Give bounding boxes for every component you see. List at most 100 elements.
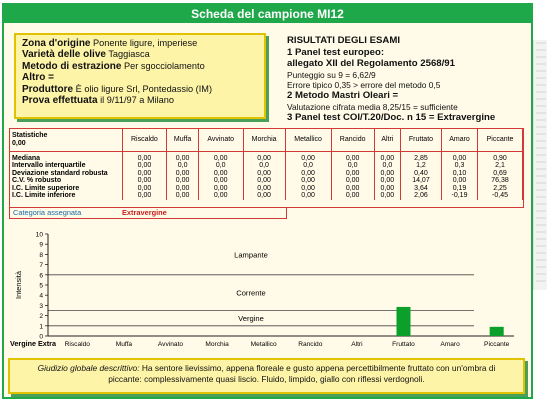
table-header-amaro: Amaro <box>441 129 479 152</box>
table-cell: 2,25 <box>477 184 523 193</box>
table-cell: -0,19 <box>441 192 479 201</box>
table-cell: 0,00 <box>331 184 375 193</box>
table-cell: 0,69 <box>477 169 523 178</box>
results-heading: RISULTATI DEGLI ESAMI <box>287 35 400 46</box>
page-title: Scheda del campione MI12 <box>4 5 531 23</box>
category-value: Extravergine <box>122 208 167 217</box>
table-row-label: Intervallo interquartile <box>10 162 123 170</box>
table-cell: 0,00 <box>374 177 401 185</box>
table-header-altri: Altri <box>374 129 401 152</box>
table-cell: 0,00 <box>122 169 168 178</box>
table-row: Deviazione standard robusta 0,00 0,00 0,00 0… <box>10 169 523 178</box>
intensity-chart-svg: Lampante Corrente Vergine 0 1 2 3 4 5 6 7 8 9 10 Inten… <box>10 232 514 348</box>
table-cell: 0,10 <box>441 169 479 178</box>
table-cell: 0,00 <box>374 151 401 163</box>
table-cell: 0,00 <box>198 192 244 201</box>
table-cell: 0,00 <box>374 192 401 201</box>
table-header-fruttato: Fruttato <box>400 129 442 152</box>
table-cell: 0,00 <box>166 184 199 193</box>
results-line: 1 Panel test europeo: <box>287 46 385 58</box>
table-cell: 0,40 <box>400 169 442 178</box>
x-tick-label: Altri <box>351 341 363 348</box>
info-row: Zona d'origine Ponente ligure, imperiese <box>22 38 258 49</box>
table-cell: 1,2 <box>400 162 442 170</box>
table-cell: 0,00 <box>331 192 375 201</box>
verdict-label: Giudizio globale descrittivo: <box>37 363 140 373</box>
bottom-band-label: Vergine Extra <box>10 339 57 348</box>
info-row-label: Prova effettuata <box>22 95 98 107</box>
x-tick-label: Amaro <box>440 341 460 348</box>
table-cell: 0,00 <box>243 192 286 201</box>
table-cell: 0,0 <box>198 162 244 170</box>
table-header-metallico: Metallico <box>285 129 332 152</box>
band-label: Lampante <box>234 250 268 259</box>
table-row-label: I.C. Limite superiore <box>10 184 123 193</box>
category-row: Categoria assegnata Extravergine <box>9 207 287 219</box>
table-cell: 0,00 <box>285 184 332 193</box>
table-cell: 0,0 <box>243 162 286 170</box>
table-cell: 3,64 <box>400 184 442 193</box>
table-cell: 2,06 <box>400 192 442 201</box>
table-row-label: C.V. % robusto <box>10 177 123 185</box>
table-cell: -0,45 <box>477 192 523 201</box>
table-cell: 0,0 <box>331 162 375 170</box>
y-tick-label: 10 <box>36 232 44 239</box>
table-cell: 0,00 <box>198 177 244 185</box>
x-tick-label: Avvinato <box>158 341 184 348</box>
table-cell: 0,00 <box>122 162 168 170</box>
table-cell: 0,90 <box>477 151 523 163</box>
x-tick-label: Riscaldo <box>65 341 91 348</box>
x-tick-label: Morchia <box>205 341 229 348</box>
results-line: 3 Panel test COI/T.20/Doc. n 15 = Extrav… <box>287 112 496 124</box>
table-cell: 0,00 <box>441 151 479 163</box>
table-row: I.C. Limite inferiore 0,00 0,00 0,00 0,00 0,0… <box>10 192 523 201</box>
table-cell: 0,0 <box>374 162 401 170</box>
table-cell: 2,1 <box>477 162 523 170</box>
table-cell: 0,00 <box>331 177 375 185</box>
table-cell: 0,00 <box>374 169 401 178</box>
table-row: Mediana 0,00 0,00 0,00 0,00 0,00 0,00 0,00 2,85 0… <box>10 151 523 163</box>
table-cell: 0,0 <box>166 162 199 170</box>
y-tick-label: 3 <box>39 303 43 310</box>
table-cell: 0,00 <box>166 192 199 201</box>
band-label: Vergine <box>238 314 264 323</box>
table-cell: 0,00 <box>122 184 168 193</box>
y-tick-label: 4 <box>39 293 43 300</box>
info-row-value: Taggiasca <box>105 49 150 60</box>
info-row-label: Zona d'origine <box>22 38 91 49</box>
table-cell: 0,3 <box>441 162 479 170</box>
y-tick-label: 0 <box>39 334 43 341</box>
table-row-label: Mediana <box>10 151 123 163</box>
x-tick-label: Rancido <box>298 341 323 348</box>
info-row-value: Per sgocciolamento <box>121 60 205 71</box>
y-tick-label: 7 <box>39 262 43 269</box>
table-cell: 0,0 <box>285 162 332 170</box>
results-line: Valutazione cifrata media 8,25/15 = suff… <box>287 101 458 112</box>
results-line: 2 Metodo Mastri Oleari = <box>287 90 399 102</box>
verdict-box: Giudizio globale descrittivo: Ha sentore… <box>8 358 525 394</box>
table-cell: 0,19 <box>441 184 479 193</box>
results-lines: 1 Panel test europeo: allegato XII del Re… <box>287 47 527 124</box>
table-body: Mediana 0,00 0,00 0,00 0,00 0,00 0,00 0,00 2,85 0… <box>10 151 523 201</box>
table-cell: 2,85 <box>400 151 442 163</box>
y-tick-label: 1 <box>39 323 43 330</box>
results-panel: RISULTATI DEGLI ESAMI 1 Panel test europ… <box>287 35 527 124</box>
table-cell: 0,00 <box>285 151 332 163</box>
table-cell: 0,00 <box>243 177 286 185</box>
y-axis-label: Intensità <box>14 270 23 299</box>
info-row: Produttore È olio ligure Srl, Pontedassi… <box>22 84 258 95</box>
table-cell: 0,00 <box>166 151 199 163</box>
x-tick-label: Fruttato <box>392 341 415 348</box>
table-row-label: Deviazione standard robusta <box>10 169 123 178</box>
info-row-label: Altro = <box>22 72 54 84</box>
info-row-value: il 9/11/97 a Milano <box>97 95 175 106</box>
table-cell: 0,00 <box>331 151 375 163</box>
table-cell: 0,00 <box>331 169 375 178</box>
info-row-label: Produttore <box>22 83 74 95</box>
table-row: Intervallo interquartile 0,00 0,0 0,0 0,0 0,0… <box>10 162 523 170</box>
table-cell: 0,00 <box>198 151 244 163</box>
info-row-value: Ponente ligure, imperiese <box>90 38 198 48</box>
table-header-piccante: Piccante <box>477 129 523 152</box>
table-cell: 0,00 <box>243 169 286 178</box>
table-row-label: I.C. Limite inferiore <box>10 192 123 201</box>
